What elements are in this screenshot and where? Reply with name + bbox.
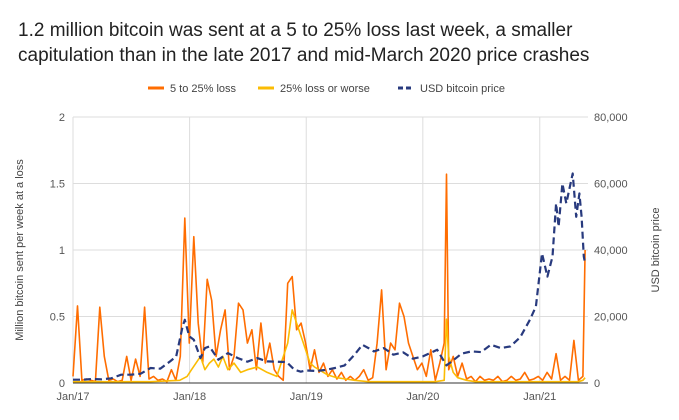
legend-item-usd-bitcoin-price-label: USD bitcoin price: [420, 83, 505, 95]
series-line-25-loss-or-worse: [73, 309, 586, 383]
x-tick-label: Jan/19: [290, 391, 323, 403]
y-tick-label: 1.5: [50, 179, 65, 191]
series-line-5-to-25-loss: [72, 173, 586, 383]
x-tick-label: Jan/18: [173, 391, 206, 403]
y2-tick-label: 80,000: [594, 112, 628, 124]
legend-item-25-loss-or-worse-label: 25% loss or worse: [280, 83, 370, 95]
y-tick-label: 0: [59, 378, 65, 390]
series-line-usd-bitcoin-price: [73, 172, 587, 381]
y-tick-label: 1: [59, 245, 65, 257]
x-tick-label: Jan/20: [406, 391, 439, 403]
y-axis-title: Million bitcoin sent per week at a loss: [14, 159, 26, 341]
x-tick-label: Jan/21: [523, 391, 556, 403]
chart-title: 1.2 million bitcoin was sent at a 5 to 2…: [18, 20, 590, 66]
x-tick-label: Jan/17: [56, 391, 89, 403]
y2-axis-title: USD bitcoin price: [650, 208, 662, 293]
y-tick-label: 2: [59, 112, 65, 124]
legend-item-5-to-25-loss-label: 5 to 25% loss: [170, 83, 237, 95]
y-tick-label: 0.5: [50, 312, 65, 324]
y2-tick-label: 0: [594, 378, 600, 390]
y2-tick-label: 40,000: [594, 245, 628, 257]
y2-tick-label: 20,000: [594, 312, 628, 324]
y2-tick-label: 60,000: [594, 179, 628, 191]
